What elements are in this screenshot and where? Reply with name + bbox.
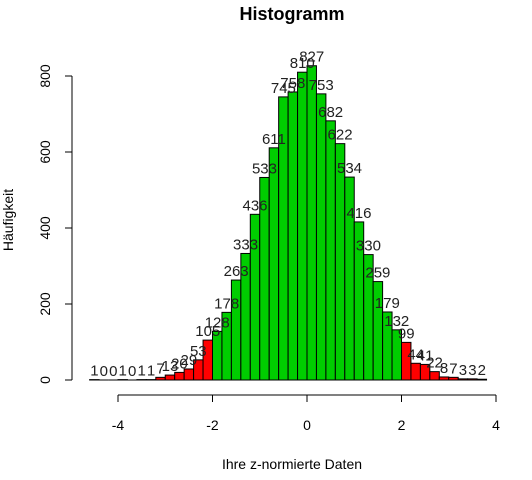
histogram-bar	[476, 378, 488, 381]
histogram-bar	[287, 91, 299, 381]
y-tick-label: 0	[37, 376, 53, 384]
x-axis: -4 -2 0 2 4	[112, 394, 500, 433]
bar-data-label: 132	[384, 313, 409, 330]
y-axis: 0 200 400 600 800	[37, 64, 73, 384]
histogram-bar	[401, 341, 412, 381]
histogram-bar	[155, 376, 166, 381]
bar-data-label: 44	[407, 346, 424, 363]
bar-data-label: 1	[147, 363, 155, 380]
bar-data-label: 20	[171, 355, 188, 372]
y-tick-label: 400	[37, 216, 53, 240]
bar-data-label: 29	[181, 352, 198, 369]
bar-data-label: 259	[365, 265, 390, 282]
bar-data-label: 53	[190, 343, 207, 360]
histogram-bar	[438, 376, 450, 381]
x-tick-label: -4	[112, 417, 125, 433]
bar-data-label: 611	[262, 131, 286, 148]
x-tick-label: 0	[303, 417, 311, 433]
bar-data-label: 416	[346, 205, 371, 222]
bar-data-label: 105	[195, 323, 220, 340]
bar-data-label: 758	[280, 75, 305, 92]
bar-data-label: 534	[337, 160, 362, 177]
x-tick-label: -2	[206, 417, 219, 433]
bar-data-label: 333	[233, 236, 258, 253]
bar-data-label: 330	[356, 238, 381, 255]
bar-data-label: 0	[109, 363, 117, 380]
bar-data-label: 745	[271, 80, 296, 97]
histogram-bar	[268, 147, 280, 381]
bar-data-label: 41	[417, 347, 434, 364]
bar-data-label: 810	[290, 55, 315, 72]
histogram-bar	[457, 378, 469, 381]
bar-data-label: 3	[468, 362, 476, 379]
bar-data-label: 13	[162, 358, 179, 375]
y-axis-label: Häufigkeit	[0, 189, 16, 251]
bar-data-label: 8	[440, 360, 448, 377]
x-tick-label: 4	[492, 417, 500, 433]
histogram-bar	[429, 371, 440, 381]
bar-data-label: 178	[214, 295, 239, 312]
histogram-bar	[306, 65, 317, 381]
y-tick-label: 600	[37, 140, 53, 164]
bar-data-label: 753	[309, 77, 334, 94]
histogram-bar	[325, 120, 336, 381]
bar-data-label: 7	[156, 360, 164, 377]
bars-group	[89, 65, 488, 381]
bar-data-label: 533	[252, 160, 277, 177]
bar-data-label: 179	[375, 295, 400, 312]
bar-data-label: 1	[119, 363, 127, 380]
bar-data-label: 128	[205, 314, 230, 331]
bar-data-label: 0	[100, 363, 108, 380]
bar-data-label: 22	[426, 355, 443, 372]
y-tick-label: 800	[37, 64, 53, 88]
bar-data-label: 436	[243, 197, 268, 214]
histogram-bar	[334, 143, 346, 381]
histogram-bar	[315, 93, 327, 381]
bar-data-label: 1	[90, 363, 98, 380]
data-labels-group: 1 0 0 1 0 1 1 713202953105128178263333436533611…	[90, 49, 486, 380]
y-tick-label: 200	[37, 292, 53, 316]
bar-data-label: 827	[299, 49, 324, 66]
bar-data-label: 622	[328, 127, 353, 144]
bar-data-label: 7	[449, 360, 457, 377]
histogram-bar	[164, 374, 176, 381]
bar-data-label: 682	[318, 104, 343, 121]
x-axis-label: Ihre z-normierte Daten	[222, 456, 362, 472]
chart-title: Histogramm	[239, 4, 344, 24]
histogram-bar	[448, 376, 459, 381]
histogram-bar	[467, 378, 478, 381]
bar-data-label: 99	[398, 325, 415, 342]
bar-data-label: 0	[128, 363, 136, 380]
histogram-bar	[297, 71, 308, 381]
bar-data-label: 2	[478, 362, 486, 379]
x-tick-label: 2	[398, 417, 406, 433]
bar-data-label: 3	[459, 362, 467, 379]
bar-data-label: 263	[224, 263, 249, 280]
histogram-bar	[410, 362, 421, 381]
bar-data-label: 1	[137, 363, 145, 380]
